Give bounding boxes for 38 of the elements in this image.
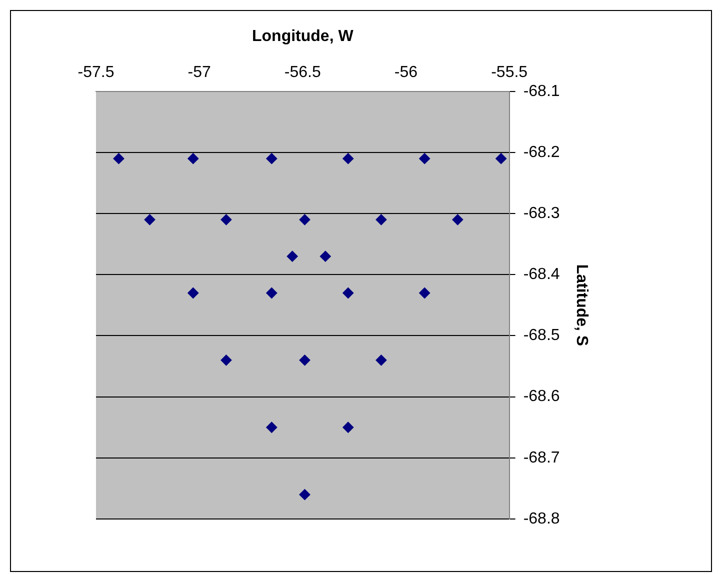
point bbox=[299, 489, 310, 500]
y-tick-label: -68.8 bbox=[523, 510, 560, 528]
x-tick-label: -57.5 bbox=[78, 64, 114, 82]
point bbox=[266, 287, 278, 298]
point bbox=[376, 214, 387, 226]
point bbox=[266, 422, 278, 433]
point bbox=[266, 153, 278, 164]
y-tick-label: -68.6 bbox=[523, 388, 560, 406]
y-tick-label: -68.4 bbox=[523, 266, 560, 284]
y-axis-title: Latitude, S bbox=[572, 264, 590, 346]
point bbox=[220, 354, 232, 366]
y-tick-label: -68.1 bbox=[523, 82, 560, 100]
point bbox=[299, 214, 310, 226]
point bbox=[320, 250, 331, 262]
point bbox=[342, 153, 354, 164]
point bbox=[220, 214, 232, 226]
point bbox=[419, 287, 430, 298]
point bbox=[496, 153, 507, 164]
point bbox=[342, 287, 354, 298]
x-tick-label: -55.5 bbox=[491, 64, 528, 82]
point bbox=[342, 422, 354, 433]
x-tick-label: -56 bbox=[394, 64, 418, 82]
point bbox=[376, 354, 387, 366]
point bbox=[144, 214, 156, 226]
y-tick-label: -68.2 bbox=[523, 144, 560, 161]
point bbox=[113, 153, 124, 164]
x-tick-label: -57 bbox=[188, 64, 211, 82]
y-tick-label: -68.3 bbox=[523, 204, 560, 222]
point bbox=[286, 250, 298, 262]
x-tick-label: -56.5 bbox=[284, 64, 321, 82]
point bbox=[452, 214, 464, 226]
point bbox=[419, 153, 430, 164]
y-tick-label: -68.7 bbox=[523, 449, 560, 466]
point bbox=[188, 287, 199, 298]
point bbox=[188, 153, 199, 164]
point bbox=[299, 354, 310, 366]
y-tick-label: -68.5 bbox=[523, 327, 560, 344]
x-axis-title: Longitude, W bbox=[252, 28, 354, 46]
